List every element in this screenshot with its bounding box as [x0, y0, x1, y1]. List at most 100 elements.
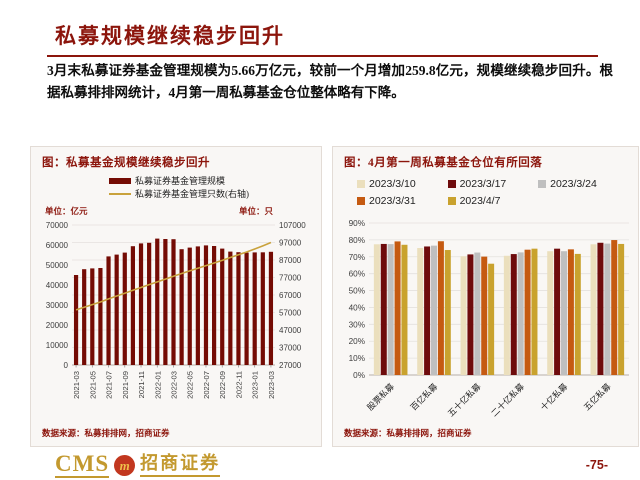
position-chart-source-note: 数据来源：私募排排网，招商证券	[344, 428, 472, 438]
position-bar	[401, 244, 408, 375]
y-axis-tick-label: 0%	[353, 371, 365, 380]
x-axis-tick-label: 2023-01	[251, 371, 260, 399]
x-axis-tick-label: 2021-09	[121, 371, 130, 399]
legend-item-line-series: 私募证券基金管理只数(右轴)	[109, 187, 249, 200]
left-axis-tick-label: 20000	[46, 321, 69, 330]
right-axis-tick-label: 97000	[279, 238, 302, 247]
legend-item: 2023/3/24	[538, 175, 629, 192]
scale-bar	[228, 251, 233, 365]
bar-series-label: 私募证券基金管理规模	[135, 176, 226, 186]
legend-swatch-icon	[357, 196, 365, 205]
y-axis-tick-label: 80%	[349, 236, 365, 245]
title-underline	[47, 55, 598, 57]
y-axis-tick-label: 30%	[349, 320, 365, 329]
left-axis-tick-label: 50000	[46, 261, 69, 270]
left-axis-tick-label: 10000	[46, 341, 69, 350]
scale-chart-legend: 私募证券基金管理规模 私募证券基金管理只数(右轴)	[109, 174, 249, 200]
scale-bar	[163, 239, 168, 365]
scale-bar	[73, 275, 79, 365]
position-bar	[431, 245, 437, 375]
position-bar	[424, 246, 431, 375]
legend-swatch-icon	[447, 179, 456, 188]
position-bar	[567, 249, 574, 375]
category-label: 十亿私募	[538, 381, 569, 412]
scale-bar	[212, 246, 217, 365]
scale-bar	[244, 252, 249, 365]
legend-item: 2023/3/31	[357, 192, 448, 209]
position-bar	[604, 243, 611, 375]
position-bar	[437, 241, 444, 375]
legend-label: 2023/3/17	[459, 177, 507, 190]
scale-bar	[187, 247, 192, 365]
legend-label: 2023/3/10	[369, 177, 416, 190]
x-axis-tick-label: 2021-03	[72, 371, 81, 399]
scale-chart-source-note: 数据来源：私募排排网，招商证券	[42, 428, 170, 438]
x-axis-tick-label: 2022-07	[202, 371, 211, 399]
page-number: -75-	[585, 458, 608, 472]
legend-label: 2023/4/7	[459, 194, 501, 207]
legend-label: 2023/3/24	[550, 177, 597, 190]
position-bar	[510, 254, 517, 375]
left-axis-tick-label: 70000	[46, 221, 69, 230]
cms-logo: CMS m 招商证券	[55, 451, 221, 479]
legend-swatch-icon	[357, 179, 365, 188]
category-label: 二十亿私募	[489, 381, 526, 418]
legend-item: 2023/4/7	[447, 192, 539, 209]
scale-bar	[195, 246, 200, 365]
scale-bar	[155, 238, 160, 365]
position-bar	[597, 242, 604, 375]
category-label: 五十亿私募	[446, 381, 483, 418]
page-title: 私募规模继续稳步回升	[55, 24, 285, 48]
legend-item: 2023/3/10	[357, 175, 448, 192]
right-axis-tick-label: 27000	[279, 361, 302, 370]
left-axis-tick-label: 40000	[46, 281, 69, 290]
position-bar	[460, 256, 467, 375]
x-axis-tick-label: 2022-11	[234, 371, 243, 398]
position-bar	[394, 241, 401, 375]
position-bar	[574, 253, 581, 375]
right-axis-tick-label: 77000	[279, 273, 302, 282]
position-bar	[547, 251, 554, 375]
scale-bar	[147, 242, 152, 365]
cms-logo-mark-icon: m	[114, 454, 136, 476]
right-axis-tick-label: 107000	[279, 221, 306, 230]
line-series-label: 私募证券基金管理只数(右轴)	[135, 189, 249, 199]
x-axis-tick-label: 2023-03	[267, 371, 276, 399]
x-axis-tick-label: 2022-01	[153, 371, 162, 399]
position-bar	[488, 263, 495, 375]
position-bar	[611, 240, 618, 375]
scale-bar	[114, 254, 119, 365]
category-label: 五亿私募	[582, 381, 613, 412]
category-label: 股票私募	[365, 381, 396, 412]
scale-bar	[268, 251, 274, 365]
left-axis-tick-label: 0	[64, 361, 69, 370]
scale-chart-panel: 图：私募基金规模继续稳步回升 私募证券基金管理规模 私募证券基金管理只数(右轴)…	[30, 146, 322, 447]
legend-item-bar-series: 私募证券基金管理规模	[109, 174, 249, 187]
position-bar	[474, 252, 481, 375]
y-axis-tick-label: 10%	[349, 354, 365, 363]
scale-bar	[98, 268, 103, 365]
right-axis-tick-label: 37000	[279, 343, 302, 352]
scale-bar	[236, 252, 241, 365]
position-chart-panel: 图：4月第一周私募基金仓位有所回落 2023/3/10 2023/3/17 2023…	[332, 146, 639, 447]
y-axis-tick-label: 50%	[349, 287, 365, 296]
scale-bar	[171, 239, 176, 365]
position-bar	[531, 248, 538, 375]
position-bar	[590, 244, 597, 375]
scale-chart-title: 图：私募基金规模继续稳步回升	[42, 157, 210, 169]
position-bar	[380, 243, 387, 375]
line-series-swatch-icon	[109, 192, 131, 195]
legend-swatch-icon	[447, 196, 456, 205]
y-axis-tick-label: 20%	[349, 337, 365, 346]
fund-count-line	[75, 241, 272, 311]
scale-bar	[122, 252, 127, 365]
y-axis-tick-label: 40%	[349, 303, 365, 312]
position-bar	[417, 247, 424, 375]
left-axis-tick-label: 60000	[46, 241, 69, 250]
cms-logo-text: CMS	[55, 451, 110, 479]
position-bar	[517, 252, 524, 375]
x-axis-tick-label: 2022-03	[170, 371, 179, 399]
bar-series-swatch-icon	[109, 177, 131, 184]
summary-paragraph: 3月末私募证券基金管理规模为5.66万亿元，较前一个月增加259.8亿元，规模继…	[47, 63, 613, 100]
